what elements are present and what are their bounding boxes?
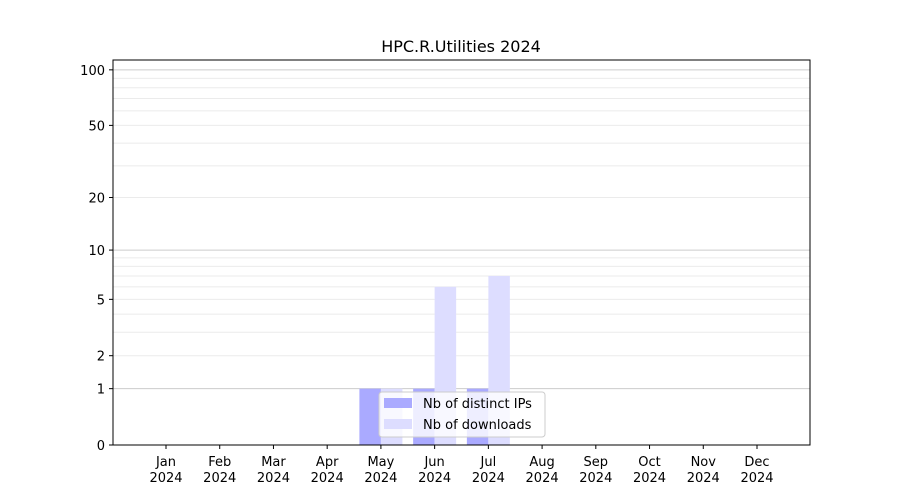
- legend-swatch: [384, 419, 412, 429]
- x-tick-label: Jun 2024: [418, 455, 451, 486]
- x-tick-label: May 2024: [364, 455, 397, 486]
- y-tick-label: 100: [80, 64, 105, 79]
- legend: Nb of distinct IPs Nb of downloads: [378, 391, 546, 438]
- y-tick-label: 10: [88, 244, 105, 259]
- x-tick-label: Aug 2024: [526, 455, 559, 486]
- y-tick-label: 0: [97, 439, 105, 454]
- bar-distinct-ips: [359, 388, 381, 445]
- legend-label: Nb of distinct IPs: [423, 397, 532, 412]
- x-tick-label: Nov 2024: [687, 455, 720, 486]
- x-tick-label: Apr 2024: [311, 455, 344, 486]
- x-tick-label: Feb 2024: [203, 455, 236, 486]
- x-tick-label: Jan 2024: [149, 455, 182, 486]
- y-tick-label: 5: [97, 293, 105, 308]
- y-tick-label: 20: [88, 192, 105, 207]
- legend-box: [378, 391, 546, 438]
- x-tick-label: Oct 2024: [633, 455, 666, 486]
- plot-frame: [112, 59, 811, 446]
- y-tick-label: 50: [88, 119, 105, 134]
- y-tick-label: 2: [97, 350, 105, 365]
- x-tick-label: Sep 2024: [579, 455, 612, 486]
- y-tick-label: 1: [97, 383, 105, 398]
- x-tick-label: Dec 2024: [740, 455, 773, 486]
- x-tick-label: Jul 2024: [472, 455, 505, 486]
- chart-title: HPC.R.Utilities 2024: [381, 37, 541, 56]
- x-tick-label: Mar 2024: [257, 455, 290, 486]
- legend-label: Nb of downloads: [423, 418, 532, 433]
- legend-swatch: [384, 398, 412, 408]
